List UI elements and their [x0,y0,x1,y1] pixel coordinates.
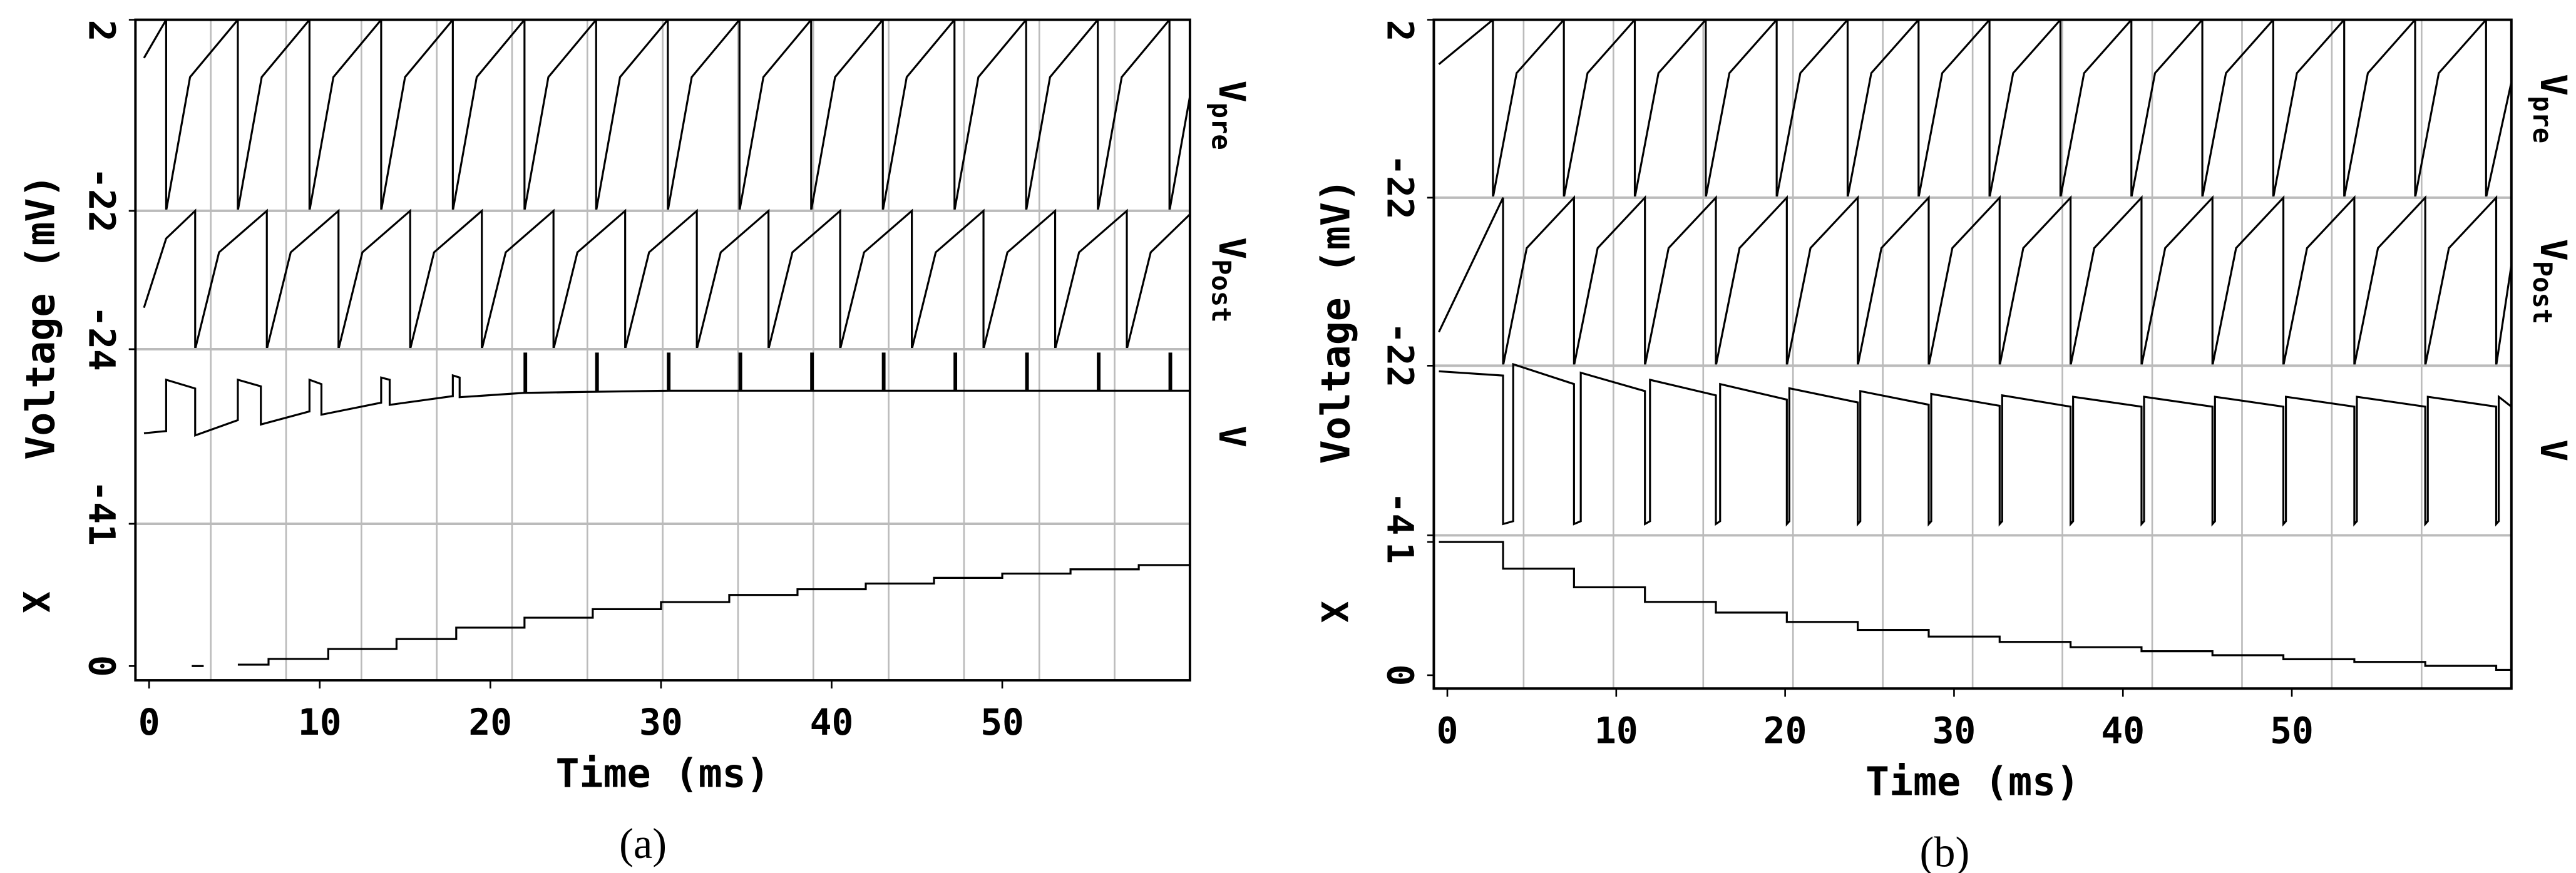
plot-frame [1432,18,2513,690]
caption: (a) [619,820,667,867]
x-tick-label: 10 [1594,709,1638,752]
panel-label: V [1211,426,1253,447]
panel-label: V [2532,439,2575,461]
y-tick-label: 2 [1378,20,1421,42]
y-tick-label: 2 [80,211,123,233]
x-tick-label: 40 [810,701,854,743]
y-tick-label: 2 [80,20,123,42]
x-axis-label: Time (ms) [556,750,770,796]
x-tick-label: 0 [1437,709,1459,752]
trace [1439,362,2512,527]
x-axis-label: Time (ms) [1865,758,2080,804]
panel-label-sub: Post [1206,259,1237,322]
panel-label-sub: pre [2528,96,2558,143]
trace [143,352,1190,437]
x-tick-label: 30 [639,701,683,743]
x-tick-label: 20 [468,701,512,743]
y-tick-label: -2 [80,305,123,349]
y-tick-label: 0 [80,655,123,677]
trace [1439,541,2512,671]
caption: (b) [1919,828,1969,873]
y-tick-label: -4 [1378,492,1421,536]
y-tick-label: 1 [80,524,123,546]
y-tick-label: -2 [1378,322,1421,366]
panel-label: X [14,591,57,613]
y-tick-label: 0 [1378,664,1421,686]
plot-frame [134,18,1191,682]
panel-label: VPost [1206,237,1253,322]
x-tick-label: 10 [298,701,342,743]
panel-label: Vpre [2528,74,2575,143]
trace [192,564,1190,667]
panel-label: Vpre [1206,81,1253,150]
x-tick-label: 30 [1932,709,1976,752]
trace [1438,195,2512,366]
x-tick-label: 50 [2270,709,2314,752]
trace [143,208,1190,350]
x-tick-label: 50 [980,701,1024,743]
x-tick-label: 20 [1763,709,1807,752]
trace [1438,19,2512,198]
y-tick-label: 2 [1378,198,1421,220]
trace [143,19,1190,212]
panel-label: X [1313,601,1355,623]
y-axis-label: Voltage (mV) [1312,178,1358,464]
x-tick-label: 0 [138,701,160,743]
panel-label-sub: pre [1206,103,1237,150]
panel-label-sub: Post [2528,261,2558,324]
y-tick-label: -4 [80,480,123,524]
y-axis-label: Voltage (mV) [18,175,64,460]
y-tick-label: -2 [80,167,123,211]
y-tick-label: -2 [1378,154,1421,198]
panel-label: VPost [2528,239,2575,324]
y-tick-label: 2 [1378,365,1421,387]
y-tick-label: 4 [80,349,123,371]
y-tick-label: 1 [1378,542,1421,564]
x-tick-label: 40 [2101,709,2145,752]
